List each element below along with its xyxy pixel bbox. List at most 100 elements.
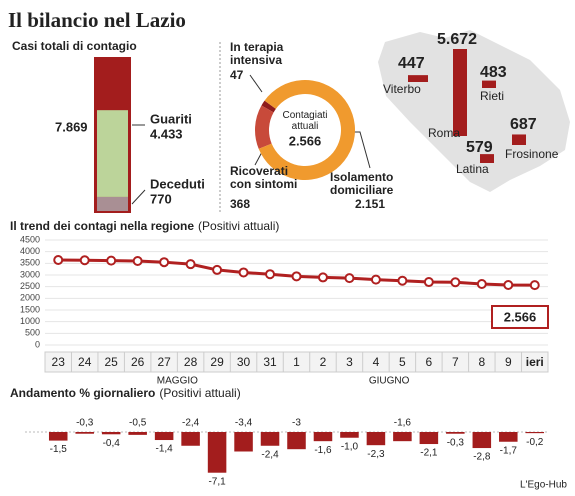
point <box>370 274 381 285</box>
x-tick-label: 3 <box>346 355 353 369</box>
y-tick-label: 1000 <box>20 316 40 326</box>
value-label: 47 <box>230 68 244 82</box>
point <box>106 255 117 266</box>
x-tick-label: 9 <box>505 355 512 369</box>
donut-segment <box>254 105 274 149</box>
x-tick-label: 7 <box>452 355 459 369</box>
value-label: -0,4 <box>103 438 121 449</box>
province-name: Latina <box>456 162 489 176</box>
province-bar <box>482 80 496 88</box>
x-tick-label: 29 <box>210 355 224 369</box>
province-name: Viterbo <box>383 82 421 96</box>
source: L'Ego-Hub <box>520 480 567 491</box>
y-tick-label: 1500 <box>20 304 40 314</box>
x-tick-label: 28 <box>184 355 198 369</box>
donut-segment <box>261 100 276 113</box>
y-tick-label: 3500 <box>20 258 40 268</box>
point <box>397 275 408 286</box>
value-label: -0,5 <box>129 418 147 429</box>
province-name: Rieti <box>480 89 504 103</box>
x-tick-label: 6 <box>426 355 433 369</box>
category-label: Guariti <box>150 111 192 126</box>
bar <box>313 432 333 442</box>
y-tick-label: 3000 <box>20 269 40 279</box>
value-label: -1,4 <box>156 444 174 455</box>
point <box>53 254 64 265</box>
point <box>503 280 514 291</box>
value-label: -1,6 <box>394 418 412 429</box>
bar <box>419 432 439 445</box>
callout <box>249 74 263 93</box>
x-tick-label: 8 <box>478 355 485 369</box>
y-tick-label: 0 <box>35 339 40 349</box>
callout <box>352 131 371 169</box>
y-tick-label: 2000 <box>20 293 40 303</box>
bar <box>48 432 68 441</box>
x-tick-label: 27 <box>157 355 171 369</box>
point <box>132 256 143 267</box>
point <box>212 264 223 275</box>
value-label: 770 <box>150 191 172 206</box>
total-label: 7.869 <box>55 119 88 134</box>
value-label: -2,4 <box>261 449 279 460</box>
value-label: 2.151 <box>355 197 385 211</box>
x-tick-label: 30 <box>237 355 251 369</box>
point <box>476 278 487 289</box>
center-value: 2.566 <box>289 133 322 148</box>
province-bar <box>480 154 494 163</box>
value-label: -0,3 <box>447 437 465 448</box>
province-name: Roma <box>428 126 460 140</box>
point <box>450 277 461 288</box>
month-label: GIUGNO <box>369 376 410 387</box>
point <box>317 272 328 283</box>
month-label: MAGGIO <box>157 376 198 387</box>
value-label: -1,0 <box>341 441 359 452</box>
bar-frame <box>94 57 131 213</box>
bar <box>287 432 306 450</box>
point <box>423 277 434 288</box>
value-label: 368 <box>230 197 250 211</box>
bar <box>499 432 518 442</box>
chart-subtitle: (Positivi attuali) <box>198 219 279 233</box>
bar <box>366 432 386 446</box>
value-label: -0,3 <box>76 418 94 429</box>
callout <box>131 189 146 205</box>
x-tick-label: ieri <box>526 355 544 369</box>
chart-title: Casi totali di contagio <box>12 39 137 53</box>
value-box <box>491 305 549 329</box>
bar <box>207 432 227 473</box>
bar <box>154 432 174 441</box>
bar-segment <box>97 196 128 212</box>
x-tick-label: 1 <box>293 355 300 369</box>
value-label: -2,4 <box>182 418 200 429</box>
value-label: -0,2 <box>526 437 544 448</box>
donut-segment <box>258 80 355 181</box>
point <box>185 259 196 270</box>
bar <box>75 432 94 434</box>
value-label: -2,3 <box>367 449 385 460</box>
province-bar <box>453 49 467 136</box>
category-label: In terapia intensiva <box>230 40 284 67</box>
province-name: Frosinone <box>505 147 559 161</box>
value-label: -2,8 <box>473 452 491 463</box>
bar <box>128 432 147 435</box>
x-tick-label: 4 <box>373 355 380 369</box>
callout <box>254 151 263 166</box>
point <box>344 273 355 284</box>
province-value: 687 <box>510 116 537 133</box>
province-bar <box>512 134 526 145</box>
x-tick-label: 23 <box>52 355 66 369</box>
bar-segment <box>97 110 128 197</box>
value-label: -7,1 <box>208 476 226 487</box>
point <box>265 269 276 280</box>
point <box>79 255 90 266</box>
value-label: 4.433 <box>150 126 183 141</box>
y-tick-label: 4000 <box>20 246 40 256</box>
page-title: Il bilancio nel Lazio <box>8 8 186 32</box>
chart-title: Andamento % giornaliero <box>10 386 155 400</box>
bar <box>181 432 200 446</box>
bar <box>525 432 545 434</box>
point <box>529 280 540 291</box>
center-title: Contagiati attuali <box>282 110 327 132</box>
